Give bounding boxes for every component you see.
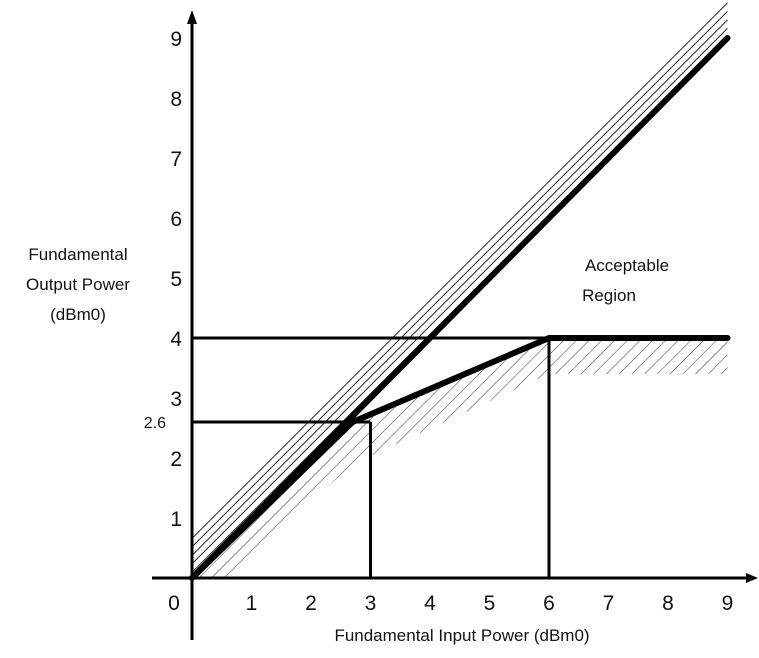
hatched-region-1: [192, 0, 728, 578]
y-tick-label: 2.6: [144, 415, 166, 432]
series-line-2: [189, 335, 731, 581]
x-tick-label: 7: [603, 592, 615, 615]
y-axis-title-line-3: (dBm0): [50, 305, 106, 324]
x-tick-label: 9: [722, 592, 734, 615]
y-tick-labels: 1 22.63 4 5 6 7 8 9: [144, 28, 183, 531]
region-annotation-line-1: Acceptable: [585, 256, 669, 275]
x-tick-label: 4: [424, 592, 436, 615]
y-tick-label: 8: [170, 88, 182, 111]
hatched-region-2: [192, 338, 728, 578]
y-tick-label: 7: [170, 148, 182, 171]
x-tick-label: 3: [365, 592, 377, 615]
y-tick-label: 3: [170, 388, 182, 411]
y-tick-label: 5: [170, 268, 182, 291]
x-tick-labels: 0 1 2 3 4 5 6 7 8 9: [168, 592, 733, 615]
x-tick-label: 2: [305, 592, 317, 615]
x-axis-arrow: [746, 573, 758, 583]
y-axis-title-line-1: Fundamental: [28, 245, 127, 264]
y-tick-label: 2: [170, 448, 182, 471]
x-tick-label: 1: [246, 592, 258, 615]
y-tick-label: 9: [170, 28, 182, 51]
x-tick-label: 0: [168, 592, 180, 615]
hatched-regions: [192, 0, 728, 578]
region-annotation: Acceptable Region: [582, 256, 669, 305]
y-tick-label: 1: [170, 508, 182, 531]
x-tick-label: 6: [543, 592, 555, 615]
y-axis-title: Fundamental Output Power (dBm0): [26, 245, 130, 324]
y-tick-label: 4: [170, 328, 182, 351]
y-tick-label: 6: [170, 208, 182, 231]
x-tick-label: 8: [662, 592, 674, 615]
axes: [152, 10, 758, 640]
y-axis-arrow: [187, 10, 197, 24]
x-tick-label: 5: [484, 592, 496, 615]
region-annotation-line-2: Region: [582, 286, 636, 305]
y-axis-title-line-2: Output Power: [26, 275, 130, 294]
x-axis-title: Fundamental Input Power (dBm0): [334, 626, 589, 645]
series-lines: [189, 35, 731, 581]
